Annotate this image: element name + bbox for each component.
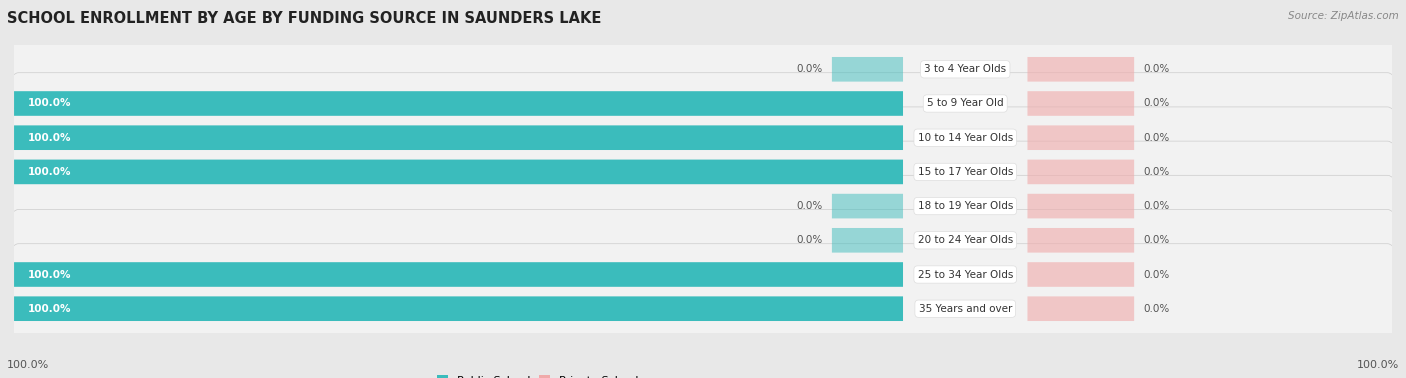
Text: 100.0%: 100.0%	[27, 304, 70, 314]
FancyBboxPatch shape	[6, 39, 1400, 169]
Text: 0.0%: 0.0%	[1143, 64, 1170, 74]
Text: 0.0%: 0.0%	[1143, 99, 1170, 108]
FancyBboxPatch shape	[6, 141, 1400, 271]
Text: 18 to 19 Year Olds: 18 to 19 Year Olds	[918, 201, 1012, 211]
Text: 100.0%: 100.0%	[1357, 361, 1399, 370]
Text: 25 to 34 Year Olds: 25 to 34 Year Olds	[918, 270, 1012, 279]
FancyBboxPatch shape	[6, 209, 1400, 339]
Text: 100.0%: 100.0%	[27, 270, 70, 279]
Text: 0.0%: 0.0%	[1143, 270, 1170, 279]
Legend: Public School, Private School: Public School, Private School	[432, 371, 643, 378]
FancyBboxPatch shape	[1028, 57, 1135, 82]
Text: Source: ZipAtlas.com: Source: ZipAtlas.com	[1288, 11, 1399, 21]
Text: 0.0%: 0.0%	[797, 235, 823, 245]
Text: 100.0%: 100.0%	[27, 133, 70, 143]
FancyBboxPatch shape	[6, 175, 1400, 305]
Text: 15 to 17 Year Olds: 15 to 17 Year Olds	[918, 167, 1012, 177]
Text: 100.0%: 100.0%	[27, 167, 70, 177]
FancyBboxPatch shape	[1028, 228, 1135, 253]
FancyBboxPatch shape	[14, 296, 903, 321]
FancyBboxPatch shape	[14, 160, 903, 184]
FancyBboxPatch shape	[6, 73, 1400, 203]
FancyBboxPatch shape	[1028, 262, 1135, 287]
FancyBboxPatch shape	[6, 244, 1400, 374]
Text: SCHOOL ENROLLMENT BY AGE BY FUNDING SOURCE IN SAUNDERS LAKE: SCHOOL ENROLLMENT BY AGE BY FUNDING SOUR…	[7, 11, 602, 26]
FancyBboxPatch shape	[14, 125, 903, 150]
Text: 35 Years and over: 35 Years and over	[918, 304, 1012, 314]
FancyBboxPatch shape	[14, 91, 903, 116]
Text: 0.0%: 0.0%	[1143, 304, 1170, 314]
FancyBboxPatch shape	[6, 4, 1400, 134]
Text: 0.0%: 0.0%	[1143, 167, 1170, 177]
FancyBboxPatch shape	[14, 262, 903, 287]
Text: 0.0%: 0.0%	[797, 201, 823, 211]
FancyBboxPatch shape	[1028, 194, 1135, 218]
FancyBboxPatch shape	[832, 228, 903, 253]
Text: 100.0%: 100.0%	[27, 99, 70, 108]
Text: 0.0%: 0.0%	[1143, 133, 1170, 143]
Text: 5 to 9 Year Old: 5 to 9 Year Old	[927, 99, 1004, 108]
Text: 0.0%: 0.0%	[1143, 201, 1170, 211]
FancyBboxPatch shape	[1028, 296, 1135, 321]
Text: 3 to 4 Year Olds: 3 to 4 Year Olds	[924, 64, 1007, 74]
FancyBboxPatch shape	[1028, 160, 1135, 184]
FancyBboxPatch shape	[832, 57, 903, 82]
FancyBboxPatch shape	[6, 107, 1400, 237]
Text: 0.0%: 0.0%	[797, 64, 823, 74]
FancyBboxPatch shape	[1028, 125, 1135, 150]
Text: 100.0%: 100.0%	[7, 361, 49, 370]
Text: 10 to 14 Year Olds: 10 to 14 Year Olds	[918, 133, 1012, 143]
FancyBboxPatch shape	[1028, 91, 1135, 116]
Text: 20 to 24 Year Olds: 20 to 24 Year Olds	[918, 235, 1012, 245]
Text: 0.0%: 0.0%	[1143, 235, 1170, 245]
FancyBboxPatch shape	[832, 194, 903, 218]
